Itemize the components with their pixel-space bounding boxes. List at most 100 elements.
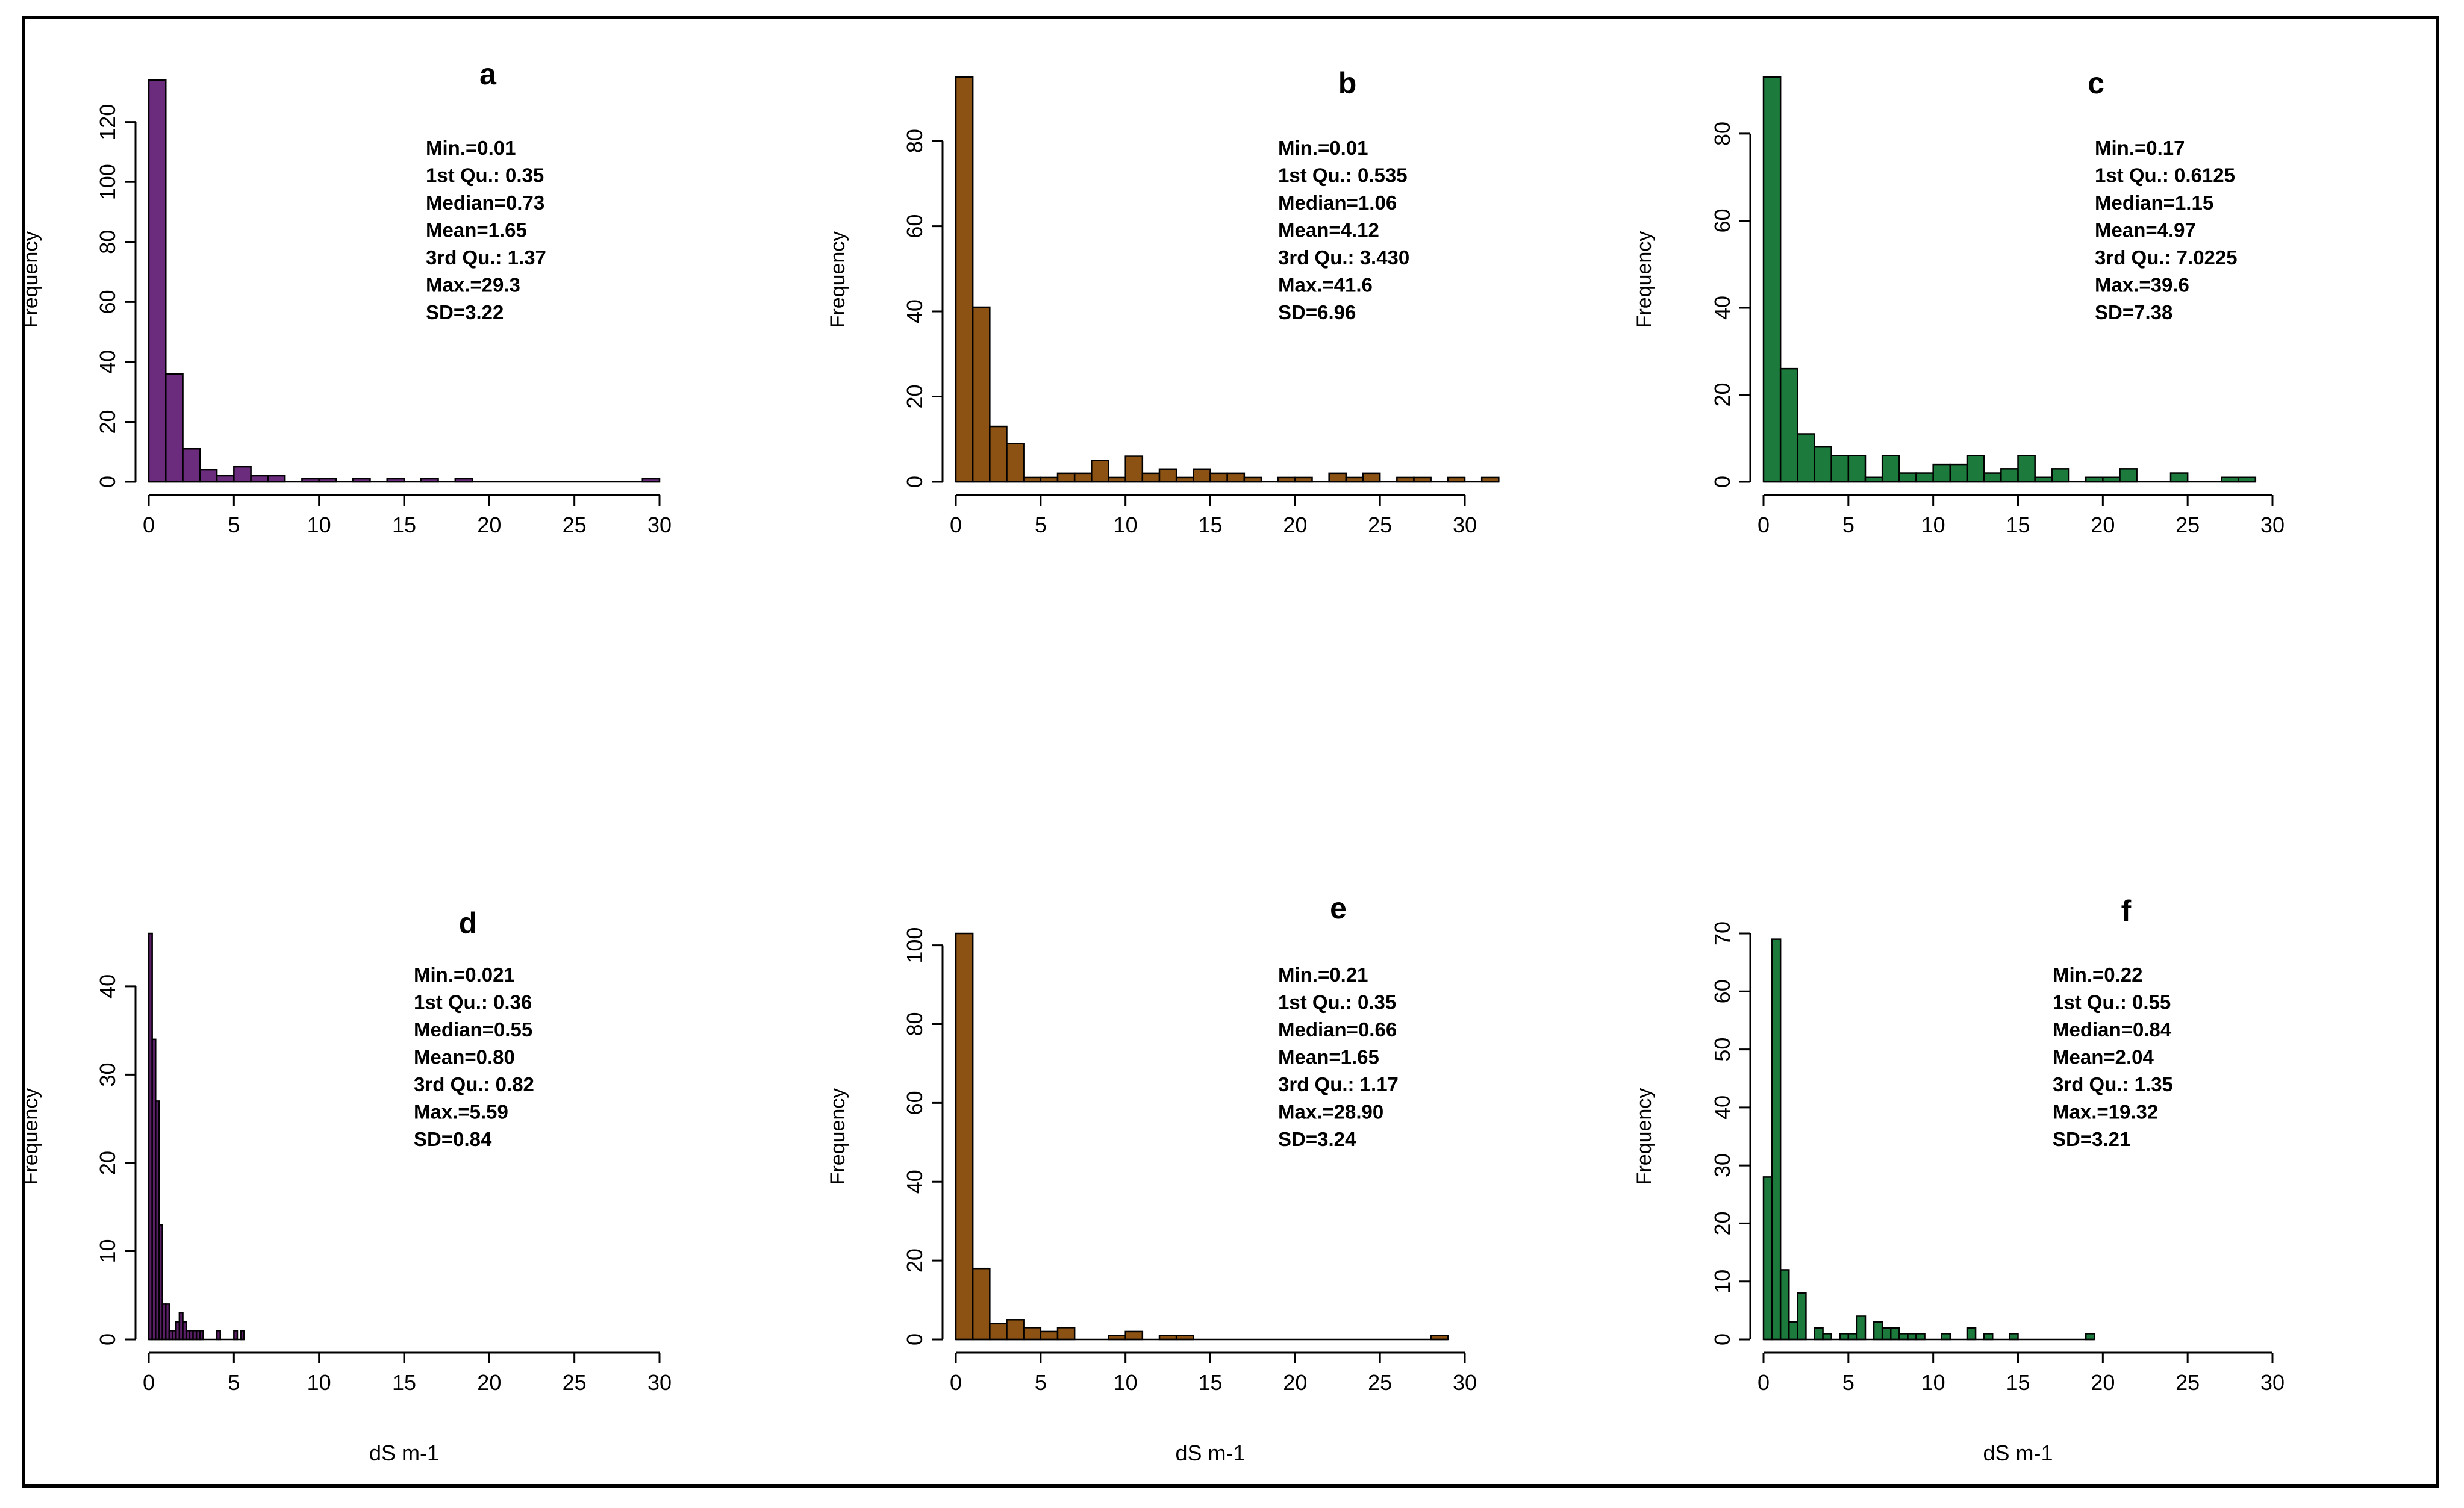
- x-tick-label: 25: [563, 513, 587, 537]
- y-tick-label: 0: [95, 1333, 120, 1345]
- x-tick-label: 15: [392, 1370, 416, 1395]
- histogram-bar: [1941, 1333, 1951, 1341]
- histogram-bar: [1056, 1327, 1076, 1341]
- histogram-bar: [1966, 455, 1985, 483]
- histogram-bar: [1907, 1333, 1917, 1341]
- summary-stat: SD=0.84: [414, 1128, 492, 1150]
- x-tick-label: 20: [2091, 1370, 2115, 1395]
- x-tick-label: 15: [392, 513, 416, 537]
- summary-stat: Mean=4.12: [1278, 219, 1379, 241]
- x-tick-label: 30: [1453, 1370, 1477, 1395]
- histogram-bar: [1898, 472, 1917, 483]
- summary-stat: Mean=1.65: [426, 219, 527, 241]
- x-tick-label: 0: [143, 513, 155, 537]
- summary-stat: 3rd Qu.: 7.0225: [2095, 246, 2238, 269]
- histogram-bar: [1193, 468, 1211, 483]
- summary-stat: Min.=0.17: [2095, 137, 2185, 159]
- summary-stat: Min.=0.01: [426, 137, 516, 159]
- x-tick-label: 5: [1035, 1370, 1047, 1395]
- histogram-bar: [1023, 1327, 1042, 1341]
- histogram-bar: [2119, 468, 2138, 483]
- x-tick-label: 10: [1114, 1370, 1138, 1395]
- x-tick-label: 25: [563, 1370, 587, 1395]
- histogram-bar: [1762, 1176, 1773, 1341]
- histogram-bar: [1822, 1333, 1832, 1341]
- y-tick-label: 60: [1710, 208, 1735, 232]
- histogram-bar: [1915, 1333, 1926, 1341]
- histogram-bar: [2051, 468, 2070, 483]
- summary-stat: Min.=0.021: [414, 964, 515, 986]
- histogram-bar: [2085, 1333, 2095, 1341]
- x-tick-label: 0: [1758, 513, 1770, 537]
- y-tick-label: 120: [95, 104, 120, 140]
- summary-stat: SD=7.38: [2095, 301, 2172, 323]
- x-tick-label: 15: [2006, 513, 2030, 537]
- summary-stat: Max.=41.6: [1278, 274, 1373, 296]
- histogram-bar: [1856, 1315, 1867, 1341]
- histogram-bar: [1890, 1327, 1900, 1341]
- histogram-bar: [989, 1323, 1008, 1341]
- summary-stat: Median=1.15: [2095, 192, 2213, 214]
- x-tick-label: 30: [1453, 513, 1477, 537]
- histogram-bar: [1779, 367, 1798, 483]
- histogram-bar: [1158, 468, 1177, 483]
- y-tick-label: 20: [95, 1151, 120, 1175]
- histogram-bar: [1124, 455, 1144, 483]
- histogram-bar: [1873, 1321, 1883, 1341]
- histogram-bar: [1362, 472, 1381, 483]
- summary-stat: 3rd Qu.: 0.82: [414, 1073, 534, 1095]
- summary-stat: SD=3.24: [1278, 1128, 1356, 1150]
- histogram-bar: [2017, 455, 2036, 483]
- y-tick-label: 60: [95, 290, 120, 314]
- x-tick-label: 20: [1283, 513, 1307, 537]
- summary-stat: 1st Qu.: 0.6125: [2095, 164, 2235, 187]
- histogram-bar: [955, 932, 974, 1341]
- x-tick-label: 10: [307, 513, 331, 537]
- y-tick-label: 0: [95, 476, 120, 488]
- x-tick-label: 25: [1368, 1370, 1392, 1395]
- y-axis-label: Frequency: [1633, 231, 1656, 328]
- histogram-bar: [165, 373, 184, 483]
- histogram-bar: [250, 475, 269, 483]
- summary-stat: Median=0.73: [426, 192, 544, 214]
- summary-stat: Max.=5.59: [414, 1101, 508, 1123]
- histogram-bar: [1830, 455, 1850, 483]
- y-tick-label: 0: [1710, 476, 1735, 488]
- x-tick-label: 25: [1368, 513, 1392, 537]
- x-axis-label: dS m-1: [369, 1441, 439, 1465]
- histogram-bar: [1814, 446, 1832, 483]
- summary-stat: Max.=29.3: [426, 274, 520, 296]
- y-tick-label: 80: [902, 129, 927, 153]
- y-axis-label: Frequency: [826, 1088, 849, 1185]
- y-tick-label: 50: [1710, 1038, 1735, 1062]
- histogram-panel-a: 0 5 10 15 20 25 30 0 20 40 60 80 100 120 Frequency a Min…: [19, 57, 672, 537]
- summary-stat: SD=6.96: [1278, 301, 1356, 323]
- histogram-bar: [1847, 1333, 1858, 1341]
- histogram-bar: [1141, 472, 1161, 483]
- y-tick-label: 40: [902, 299, 927, 323]
- summary-stat: 1st Qu.: 0.35: [426, 164, 544, 187]
- x-axis-label: dS m-1: [1175, 1441, 1245, 1465]
- histogram-bar: [1788, 1321, 1798, 1341]
- histogram-panel-d: 0 5 10 15 20 25 30 0 10 20 30 40 Frequency dS m-1 d Min…: [19, 906, 672, 1465]
- x-tick-label: 20: [477, 513, 501, 537]
- histogram-bar: [216, 475, 235, 483]
- y-tick-label: 100: [902, 927, 927, 964]
- histogram-bar: [1779, 1269, 1790, 1341]
- histogram-bar: [1983, 472, 2002, 483]
- y-axis-label: Frequency: [826, 231, 849, 328]
- y-tick-label: 20: [1710, 382, 1735, 407]
- histogram-bar: [1771, 938, 1782, 1341]
- x-tick-label: 5: [1842, 513, 1854, 537]
- x-tick-label: 20: [2091, 513, 2115, 537]
- histogram-bar: [1881, 455, 1900, 483]
- panel-title: d: [459, 906, 478, 940]
- summary-stat: SD=3.21: [2053, 1128, 2130, 1150]
- summary-stat: SD=3.22: [426, 301, 504, 323]
- x-tick-label: 5: [1842, 1370, 1854, 1395]
- summary-stat: Min.=0.21: [1278, 964, 1368, 986]
- histogram-bar: [1091, 460, 1109, 483]
- panel-title: f: [2121, 894, 2132, 928]
- histogram-bar: [1006, 1319, 1025, 1341]
- y-axis-label: Frequency: [1633, 1088, 1656, 1185]
